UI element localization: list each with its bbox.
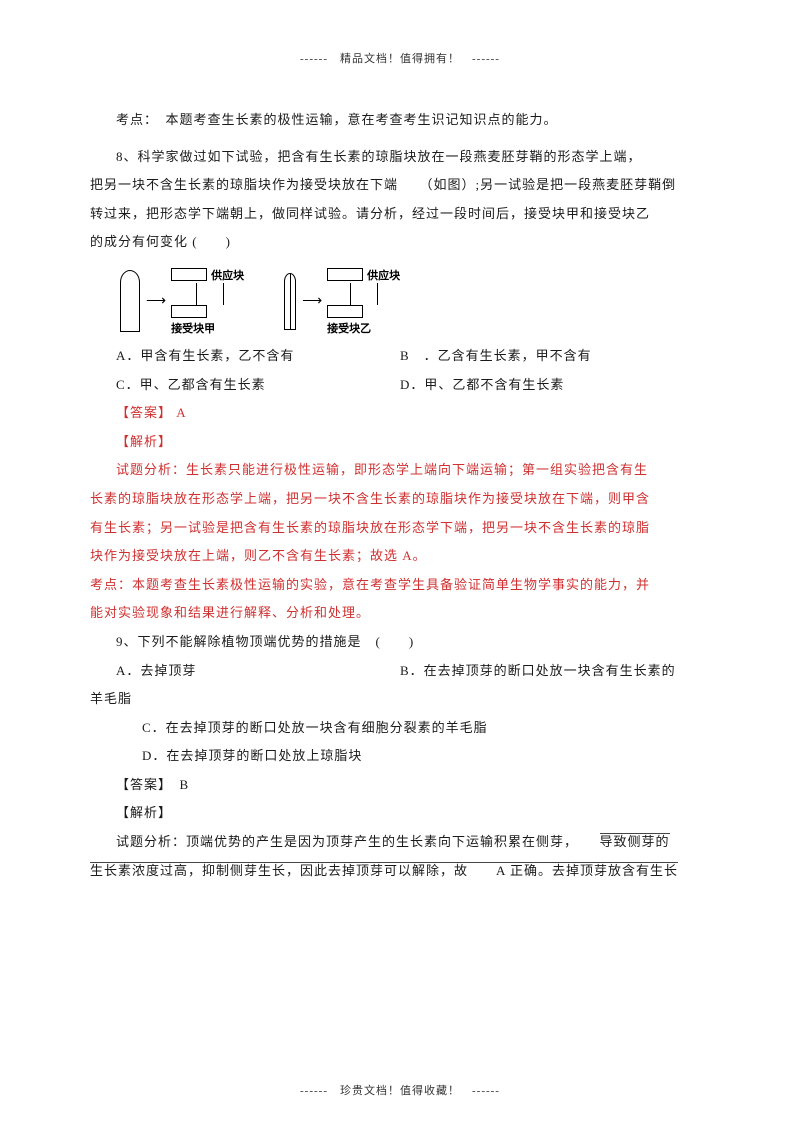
- q9-option-b: B．在去掉顶芽的断口处放一块含有生长素的: [400, 657, 710, 686]
- q9-analysis-2: 生长素浓度过高，抑制侧芽生长，因此去掉顶芽可以解除，故 A 正确。去掉顶芽放含有…: [90, 862, 678, 878]
- q8-stem-2: 把另一块不含生长素的琼脂块作为接受块放在下端 （如图）;另一试验是把一段燕麦胚芽…: [90, 171, 710, 200]
- q9-jiexi-label: 【解析】: [90, 799, 710, 828]
- q8-option-a: A．甲含有生长素，乙不含有: [90, 342, 400, 371]
- tube-pair-icon: [284, 273, 296, 330]
- q8-option-b: B ．乙含有生长素，甲不含有: [400, 342, 710, 371]
- q9-option-a: A．去掉顶芽: [90, 657, 400, 686]
- accept-block-icon: [171, 305, 207, 318]
- q8-answer: 【答案】 A: [90, 399, 710, 428]
- accept-a-label: 接受块甲: [171, 320, 244, 336]
- q9-analysis-1a: 试题分析：顶端优势的产生是因为顶芽产生的生长素向下运输积累在侧芽，: [116, 834, 572, 849]
- tube-icon: [120, 270, 140, 332]
- accept-block-icon: [327, 305, 363, 318]
- answer-value: A: [176, 405, 186, 420]
- q8-analysis-1: 试题分析：生长素只能进行极性运输，即形态学上端向下端运输；第一组实验把含有生: [90, 456, 710, 485]
- q9-answer: 【答案】 B: [90, 771, 710, 800]
- supply-block-icon: [327, 268, 363, 281]
- q8-jiexi-label: 【解析】: [116, 428, 710, 457]
- q8-kaodian-1: 考点：本题考查生长素极性运输的实验，意在考查学生具备验证简单生物学事实的能力，并: [90, 571, 710, 600]
- supply-label-2: 供应块: [367, 267, 400, 283]
- diagram-left: ⟶ 供应块 接受块甲: [120, 267, 244, 336]
- q8-option-c: C．甲、乙都含有生长素: [90, 371, 400, 400]
- q9-analysis-1: 试题分析：顶端优势的产生是因为顶芽产生的生长素向下运输积累在侧芽， 导致侧芽的: [90, 828, 710, 857]
- diagram-right: ⟶ 供应块 接受块乙: [284, 267, 400, 336]
- q8-analysis-2: 长素的琼脂块放在形态学上端，把另一块不含生长素的琼脂块作为接受块放在下端，则甲含: [90, 485, 710, 514]
- q9-analysis-1b: 导致侧芽的: [600, 833, 670, 849]
- q9-option-d: D．在去掉顶芽的断口处放上琼脂块: [90, 742, 710, 771]
- q8-analysis-4: 块作为接受块放在上端，则乙不含有生长素；故选 A。: [90, 542, 710, 571]
- accept-b-label: 接受块乙: [327, 320, 400, 336]
- q8-option-d: D．甲、乙都不含有生长素: [400, 371, 710, 400]
- q8-stem-4: 的成分有何变化 ( ): [90, 228, 710, 257]
- q9-option-c: C．在去掉顶芽的断口处放一块含有细胞分裂素的羊毛脂: [90, 714, 710, 743]
- page-footer: ------ 珍贵文档！值得收藏！ ------: [0, 1082, 800, 1098]
- arrow-icon: ⟶: [302, 293, 321, 310]
- arrow-icon: ⟶: [146, 293, 165, 310]
- q8-diagram: ⟶ 供应块 接受块甲 ⟶ 供应块: [120, 267, 710, 336]
- q9-analysis-2b: A 正确。去掉顶芽放含有生长: [496, 863, 678, 878]
- supply-block-icon: [171, 268, 207, 281]
- q9-option-b2: 羊毛脂: [90, 685, 710, 714]
- q8-stem-3: 转过来，把形态学下端朝上，做同样试验。请分析，经过一段时间后，接受块甲和接受块乙: [90, 200, 710, 229]
- supply-label: 供应块: [211, 267, 244, 283]
- kaodian-7: 考点： 本题考查生长素的极性运输，意在考查考生识记知识点的能力。: [90, 106, 710, 135]
- q8-analysis-3: 有生长素；另一试验是把含有生长素的琼脂块放在形态学下端，把另一块不含生长素的琼脂: [90, 514, 710, 543]
- answer-label: 【答案】: [116, 777, 166, 792]
- q9-analysis-2a: 生长素浓度过高，抑制侧芽生长，因此去掉顶芽可以解除，故: [90, 863, 468, 878]
- q9-stem: 9、下列不能解除植物顶端优势的措施是 ( ): [90, 628, 710, 657]
- page-header: ------ 精品文档！值得拥有！ ------: [90, 50, 710, 66]
- answer-value: B: [180, 777, 190, 792]
- q8-stem-1: 8、科学家做过如下试验，把含有生长素的琼脂块放在一段燕麦胚芽鞘的形态学上端，: [90, 143, 710, 172]
- q8-kaodian-2: 能对实验现象和结果进行解释、分析和处理。: [90, 599, 710, 628]
- answer-label: 【答案】: [116, 405, 172, 420]
